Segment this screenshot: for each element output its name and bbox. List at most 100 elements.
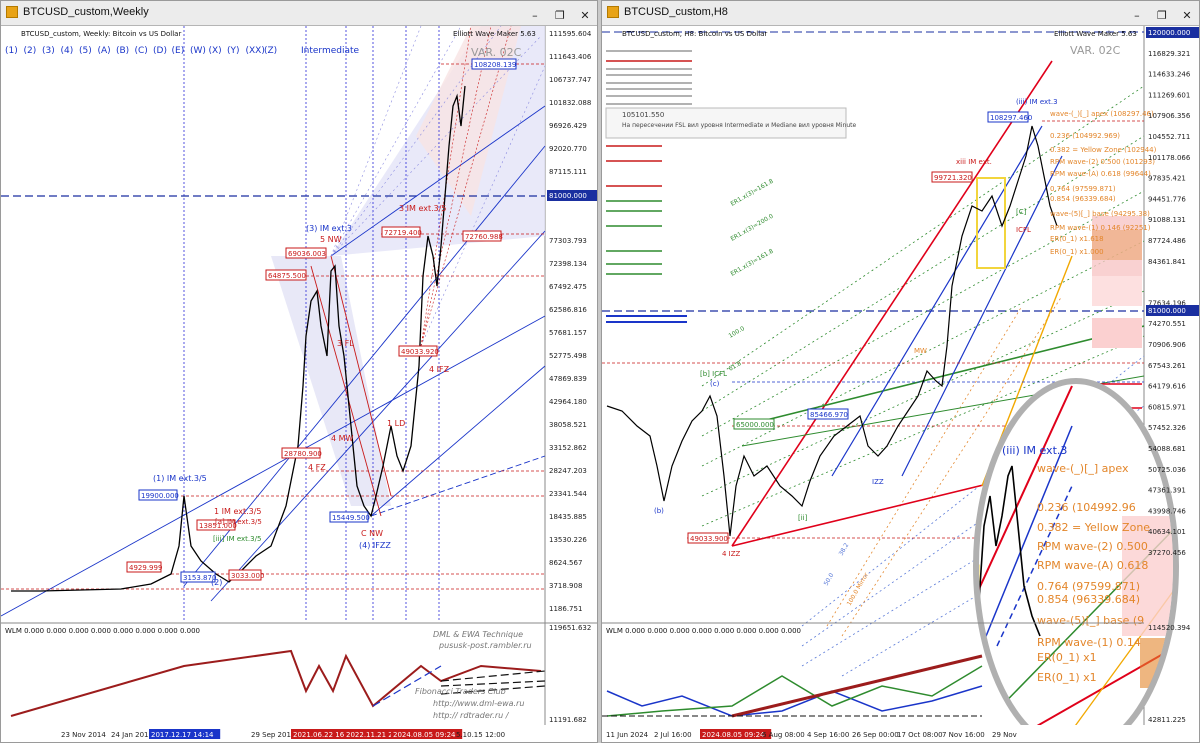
magnifier-label: 0.764 (97599.871) bbox=[1037, 580, 1140, 593]
date-tick: 6 Aug 08:00 bbox=[762, 731, 805, 739]
tooltip: 105101.550 На пересечении FSL вил уровня… bbox=[605, 107, 856, 139]
svg-text:(b): (b) bbox=[654, 507, 664, 515]
price-tick: 111643.406 bbox=[549, 53, 592, 61]
magnifier-label: wave-(_)[_] apex bbox=[1037, 462, 1129, 475]
wlm-green-line bbox=[606, 665, 983, 717]
minimize-icon[interactable]: – bbox=[532, 9, 538, 22]
h8-window-title: BTCUSD_custom,H8 bbox=[624, 6, 728, 18]
price-tick: 77303.793 bbox=[549, 237, 587, 245]
weekly-symbol-line: BTCUSD_custom, Weekly: Bitcoin vs US Dol… bbox=[21, 30, 181, 38]
wave-button[interactable]: (1) bbox=[5, 46, 18, 56]
fib-label: 0.382 = Yellow Zone (102944) bbox=[1050, 146, 1157, 154]
wave-button[interactable]: (W) bbox=[190, 46, 206, 56]
wave-button[interactable]: (B) bbox=[116, 46, 129, 56]
svg-text:IZZ: IZZ bbox=[872, 478, 884, 486]
price-box: 108208.139 bbox=[474, 61, 516, 69]
price-box: 49033.920 bbox=[401, 348, 439, 356]
magnifier-label: 0.236 (104992.96 bbox=[1037, 501, 1136, 514]
wlm-red-line bbox=[10, 649, 542, 717]
watermark: DML & EWA Technique pususk-post.rambler.… bbox=[415, 630, 532, 720]
price-tick: 43998.746 bbox=[1148, 507, 1186, 515]
price-tick: 106737.747 bbox=[549, 76, 591, 84]
weekly-titlebar[interactable]: BTCUSD_custom,Weekly – ❐ ✕ bbox=[1, 1, 597, 26]
wave-button[interactable]: (3) bbox=[42, 46, 55, 56]
price-tick: 52775.498 bbox=[549, 352, 587, 360]
price-box: 28780.900 bbox=[284, 450, 322, 458]
blue-channel-line-2 bbox=[901, 155, 1063, 477]
date-tick: 2 Jul 16:00 bbox=[654, 731, 692, 739]
chart-window-icon bbox=[607, 6, 619, 18]
wave-label: (2) bbox=[211, 578, 222, 587]
wave-button[interactable]: (E) bbox=[172, 46, 185, 56]
close-icon[interactable]: ✕ bbox=[1182, 9, 1192, 22]
price-tick: 114520.394 bbox=[1148, 624, 1191, 632]
wave-button[interactable]: (4) bbox=[61, 46, 74, 56]
h8-symbol-line: BTCUSD_custom, H8: Bitcoin vs US Dollar bbox=[622, 30, 767, 38]
h8-chart-canvas[interactable]: 105101.550 На пересечении FSL вил уровня… bbox=[602, 26, 1200, 743]
date-tick: 29 Nov bbox=[992, 731, 1017, 739]
h8-chart-window[interactable]: BTCUSD_custom,H8 – ❐ ✕ bbox=[601, 0, 1200, 743]
svg-text:(iii) IM ext.3: (iii) IM ext.3 bbox=[1016, 98, 1058, 106]
wave-button[interactable]: (Y) bbox=[227, 46, 240, 56]
price-tick: 38058.521 bbox=[549, 421, 587, 429]
h8-titlebar[interactable]: BTCUSD_custom,H8 – ❐ ✕ bbox=[602, 1, 1199, 26]
price-box: 4929.999 bbox=[129, 564, 162, 572]
date-marker-bg bbox=[700, 729, 772, 739]
wave-button[interactable]: (5) bbox=[79, 46, 92, 56]
fib-label: RPM wave-(1) 0.146 (92251) bbox=[1050, 224, 1151, 232]
weekly-chart-canvas[interactable]: 108208.139 69036.003 64875.500 72719.400… bbox=[1, 26, 598, 743]
wave-selector-row[interactable]: (1) (2) (3) (4) (5) (A) (B) (C) (D) (E) (W) (X) (Y) (… bbox=[5, 46, 277, 56]
wave-label: 1 LD bbox=[387, 419, 405, 428]
wlm-label: WLM 0.000 0.000 0.000 0.000 0.000 0.000 … bbox=[5, 627, 200, 635]
wave-label: [a] IM ext.3/5 bbox=[215, 518, 262, 526]
level-120000-label: 120000.000 bbox=[1148, 29, 1190, 37]
price-tick: 42964.180 bbox=[549, 398, 587, 406]
svg-text:108297.460: 108297.460 bbox=[990, 114, 1032, 122]
price-tick: 72398.134 bbox=[549, 260, 587, 268]
level-stubs bbox=[606, 50, 692, 323]
price-tick: 67543.261 bbox=[1148, 362, 1186, 370]
close-icon[interactable]: ✕ bbox=[580, 9, 590, 22]
date-marker-bg bbox=[344, 729, 416, 739]
wave-button[interactable]: (XX) bbox=[246, 46, 265, 56]
price-tick: 64179.616 bbox=[1148, 383, 1186, 391]
price-tick: 40634.101 bbox=[1148, 528, 1186, 536]
fib-label: ER(0_1) x1.618 bbox=[1050, 235, 1104, 243]
wave-button[interactable]: (Z) bbox=[264, 46, 277, 56]
svg-text:(c): (c) bbox=[710, 380, 720, 388]
wave-button[interactable]: (A) bbox=[98, 46, 111, 56]
price-tick: 60815.971 bbox=[1148, 403, 1186, 411]
pitchfork-lines-blue bbox=[1, 105, 546, 617]
restore-icon[interactable]: ❐ bbox=[554, 9, 565, 22]
svg-text:http://www.dml-ewa.ru: http://www.dml-ewa.ru bbox=[433, 699, 524, 708]
fibonacci-labels: wave-(_)[_] apex (108297.46) 0.236 (10499… bbox=[1050, 110, 1157, 256]
price-tick: 8624.567 bbox=[549, 559, 582, 567]
wave-button[interactable]: (D) bbox=[153, 46, 167, 56]
minimize-icon[interactable]: – bbox=[1134, 9, 1140, 22]
price-tick: 47869.839 bbox=[549, 375, 587, 383]
price-tick: 33152.862 bbox=[549, 444, 587, 452]
wave-button[interactable]: (X) bbox=[209, 46, 222, 56]
price-box: 64875.500 bbox=[268, 272, 306, 280]
level-81000-tag bbox=[547, 190, 597, 201]
price-tick: 116829.321 bbox=[1148, 50, 1190, 58]
pitchfork-shade-red bbox=[416, 26, 521, 216]
wlm-blue-line bbox=[606, 685, 983, 717]
price-tick: 50725.036 bbox=[1148, 466, 1186, 474]
restore-icon[interactable]: ❐ bbox=[1156, 9, 1167, 22]
svg-text:xiii IM ext.: xiii IM ext. bbox=[956, 158, 992, 166]
svg-text:http:// rdtrader.ru /: http:// rdtrader.ru / bbox=[433, 711, 510, 720]
magnifier-label: 0.854 (96339.684) bbox=[1037, 593, 1140, 606]
fib-label: wave-(5)[_] base (94295.38) bbox=[1050, 210, 1150, 218]
h8-price-boxes: 108297.460 99721.320 85466.970 65000.000… bbox=[687, 111, 1032, 544]
wave-button[interactable]: (C) bbox=[135, 46, 148, 56]
price-tick: 47361.391 bbox=[1148, 487, 1186, 495]
target-zone-mid bbox=[1092, 276, 1142, 306]
wlm-axis-bottom: 11191.682 bbox=[549, 716, 587, 724]
wave-label: (1) IM ext.3/5 bbox=[153, 474, 207, 483]
price-box: 3153.870 bbox=[183, 574, 216, 582]
weekly-chart-window[interactable]: BTCUSD_custom,Weekly – ❐ ✕ bbox=[0, 0, 598, 743]
price-tick: 96926.429 bbox=[549, 122, 587, 130]
wave-button[interactable]: (2) bbox=[24, 46, 37, 56]
